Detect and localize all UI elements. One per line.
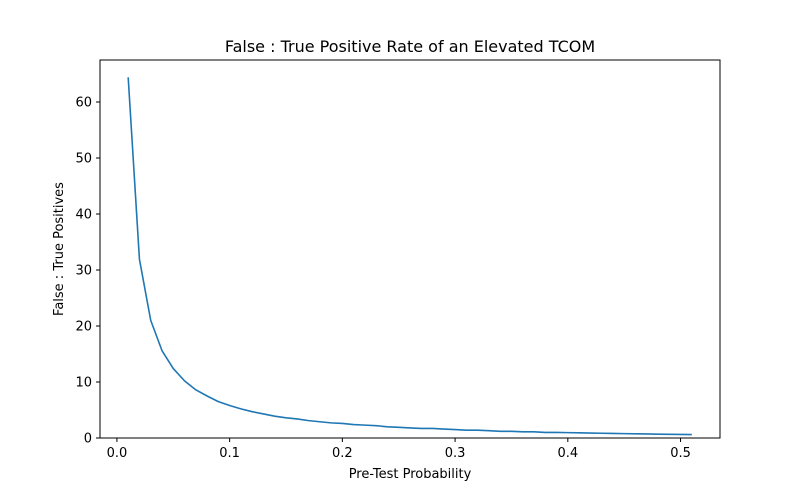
- y-tick-label: 0: [84, 432, 92, 447]
- x-axis-label: Pre-Test Probability: [349, 467, 472, 482]
- y-tick-label: 40: [75, 208, 92, 223]
- y-tick-label: 20: [75, 320, 92, 335]
- y-tick-label: 60: [75, 96, 92, 111]
- chart-title: False : True Positive Rate of an Elevate…: [225, 37, 595, 56]
- x-tick-label: 0.1: [219, 446, 240, 461]
- plot-frame: [99, 59, 721, 439]
- series-line: [127, 77, 692, 436]
- y-tick-label: 50: [75, 152, 92, 167]
- x-tick-label: 0.2: [332, 446, 353, 461]
- y-tick-label: 10: [75, 376, 92, 391]
- plot-area: [127, 77, 692, 436]
- x-axis: 0.0 0.1 0.2 0.3 0.4 0.5: [107, 438, 691, 461]
- y-axis-label: False : True Positives: [52, 182, 67, 316]
- x-tick-label: 0.0: [107, 446, 128, 461]
- y-tick-label: 30: [75, 264, 92, 279]
- y-axis: 0 10 20 30 40 50 60: [75, 96, 100, 447]
- x-tick-label: 0.5: [670, 446, 691, 461]
- x-tick-label: 0.3: [445, 446, 466, 461]
- x-tick-label: 0.4: [557, 446, 578, 461]
